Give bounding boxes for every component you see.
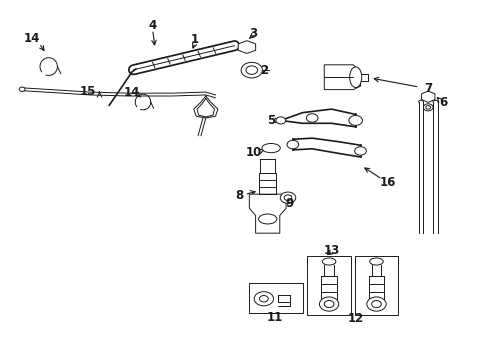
Text: 3: 3 — [248, 27, 257, 40]
Text: 16: 16 — [379, 176, 395, 189]
Text: 5: 5 — [266, 114, 275, 127]
Circle shape — [371, 301, 381, 307]
Polygon shape — [421, 91, 434, 102]
Circle shape — [425, 105, 430, 109]
Text: 10: 10 — [245, 146, 262, 159]
Text: 9: 9 — [285, 197, 293, 210]
Text: 7: 7 — [423, 82, 431, 95]
Ellipse shape — [262, 144, 280, 153]
Ellipse shape — [349, 67, 361, 87]
Circle shape — [259, 296, 267, 302]
Polygon shape — [249, 194, 285, 233]
Circle shape — [423, 104, 432, 111]
Circle shape — [275, 117, 285, 124]
Text: 2: 2 — [259, 64, 267, 77]
Circle shape — [245, 66, 257, 75]
Circle shape — [324, 301, 333, 307]
Text: 14: 14 — [124, 86, 140, 99]
Text: 13: 13 — [323, 244, 340, 257]
Circle shape — [241, 62, 262, 78]
Circle shape — [348, 116, 362, 125]
FancyBboxPatch shape — [307, 256, 350, 315]
Circle shape — [254, 292, 273, 306]
Circle shape — [19, 87, 25, 91]
Text: 1: 1 — [191, 33, 199, 46]
Circle shape — [280, 192, 295, 203]
FancyBboxPatch shape — [354, 256, 397, 315]
Polygon shape — [324, 65, 360, 90]
Ellipse shape — [369, 258, 383, 265]
Text: 15: 15 — [79, 85, 95, 98]
Text: 12: 12 — [347, 312, 363, 325]
Text: 8: 8 — [235, 189, 244, 202]
Circle shape — [284, 195, 291, 201]
Ellipse shape — [258, 214, 276, 224]
Circle shape — [319, 297, 338, 311]
Circle shape — [286, 140, 298, 149]
Text: 11: 11 — [266, 311, 282, 324]
Text: 6: 6 — [439, 95, 447, 108]
Circle shape — [354, 147, 366, 155]
Circle shape — [366, 297, 386, 311]
Circle shape — [306, 114, 317, 122]
FancyBboxPatch shape — [249, 283, 302, 313]
Text: 14: 14 — [23, 32, 40, 45]
Ellipse shape — [322, 258, 335, 265]
Text: 4: 4 — [148, 19, 157, 32]
Polygon shape — [238, 41, 255, 54]
